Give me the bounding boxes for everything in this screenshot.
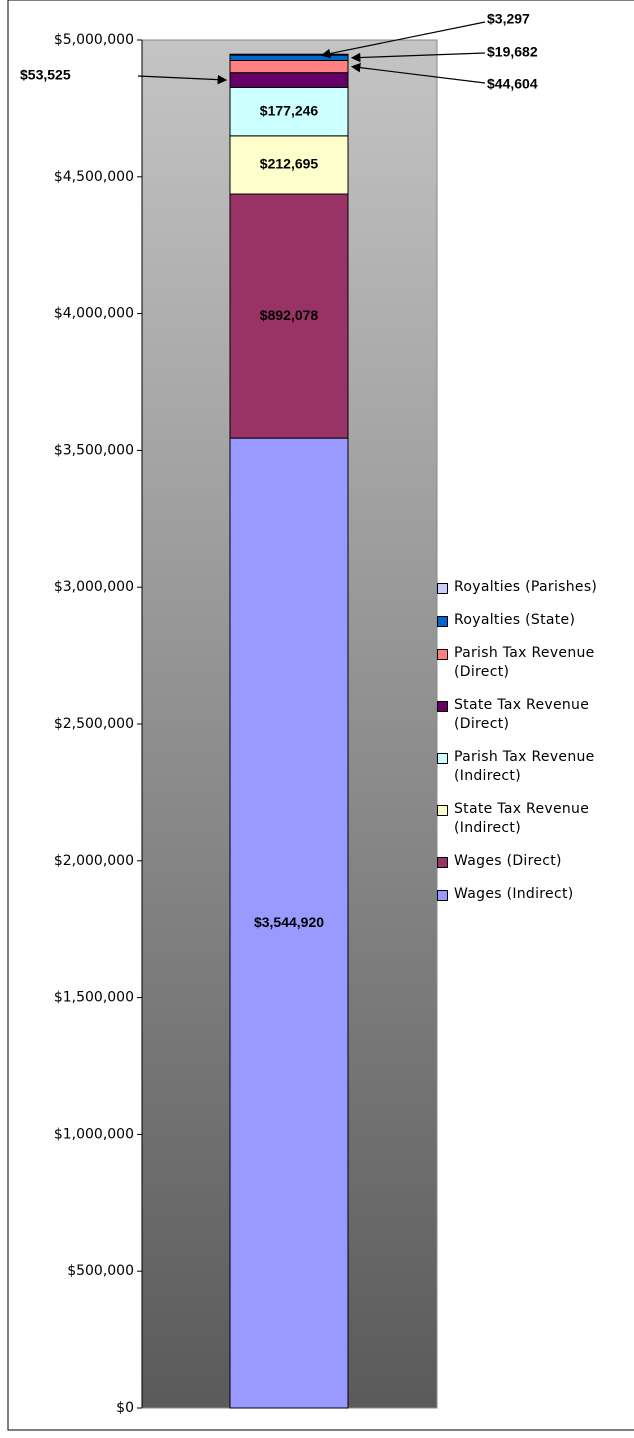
data-label: $892,078 xyxy=(260,307,319,323)
legend-swatch xyxy=(437,857,448,868)
y-tick-label: $4,500,000 xyxy=(54,169,134,185)
legend-swatch xyxy=(437,583,448,594)
chart-border xyxy=(7,0,634,1431)
legend-swatch xyxy=(437,649,448,660)
legend-item: Royalties (State) xyxy=(437,611,634,630)
y-tick-label: $3,000,000 xyxy=(54,579,134,595)
bar-segment xyxy=(229,135,349,195)
bar-segment xyxy=(229,54,349,62)
legend-label: Wages (Indirect) xyxy=(454,886,574,902)
callout-arrow xyxy=(137,74,228,85)
legend-item: Wages (Direct) xyxy=(437,852,634,871)
legend-item: State Tax Revenue (Direct) xyxy=(437,696,634,734)
legend-label: Parish Tax Revenue (Indirect) xyxy=(454,749,595,784)
legend: Royalties (Parishes) Royalties (State) Par… xyxy=(437,578,634,904)
y-tick-label: $5,000,000 xyxy=(54,32,134,48)
data-label: $19,682 xyxy=(487,44,538,60)
legend-item: State Tax Revenue (Indirect) xyxy=(437,800,634,838)
data-label: $212,695 xyxy=(260,156,319,172)
y-tick-label: $2,000,000 xyxy=(54,853,134,869)
legend-swatch xyxy=(437,805,448,816)
y-tick-label: $3,500,000 xyxy=(54,442,134,458)
data-label: $177,246 xyxy=(260,102,319,118)
y-tick-label: $1,500,000 xyxy=(54,990,134,1006)
callout-arrow xyxy=(320,21,486,59)
bar-segment xyxy=(229,60,349,74)
y-tick-label: $1,000,000 xyxy=(54,1126,134,1142)
data-label: $3,297 xyxy=(487,11,530,27)
legend-item: Parish Tax Revenue (Direct) xyxy=(437,644,634,682)
bar-segment xyxy=(229,53,349,56)
y-tick-label: $4,000,000 xyxy=(54,306,134,322)
data-label: $44,604 xyxy=(487,76,538,92)
legend-swatch xyxy=(437,701,448,712)
legend-label: Royalties (Parishes) xyxy=(454,579,598,595)
legend-label: State Tax Revenue (Indirect) xyxy=(454,801,590,836)
data-label: $53,525 xyxy=(20,67,71,83)
bar-segment xyxy=(229,86,349,137)
legend-label: Parish Tax Revenue (Direct) xyxy=(454,645,595,680)
legend-item: Wages (Indirect) xyxy=(437,885,634,904)
y-tick-label: $2,500,000 xyxy=(54,716,134,732)
legend-item: Parish Tax Revenue (Indirect) xyxy=(437,748,634,786)
callout-arrow xyxy=(350,52,486,63)
legend-swatch xyxy=(437,753,448,764)
legend-label: Royalties (State) xyxy=(454,612,576,628)
legend-label: Wages (Direct) xyxy=(454,853,562,869)
y-tick-label: $0 xyxy=(116,1400,134,1416)
legend-swatch xyxy=(437,890,448,901)
legend-label: State Tax Revenue (Direct) xyxy=(454,697,590,732)
callout-arrow xyxy=(350,62,486,84)
bar-segment xyxy=(229,72,349,88)
data-label: $3,544,920 xyxy=(254,914,324,930)
legend-item: Royalties (Parishes) xyxy=(437,578,634,597)
bar-segment xyxy=(229,437,349,1409)
bar-segment xyxy=(229,193,349,439)
legend-swatch xyxy=(437,616,448,627)
y-tick-label: $500,000 xyxy=(67,1263,134,1279)
